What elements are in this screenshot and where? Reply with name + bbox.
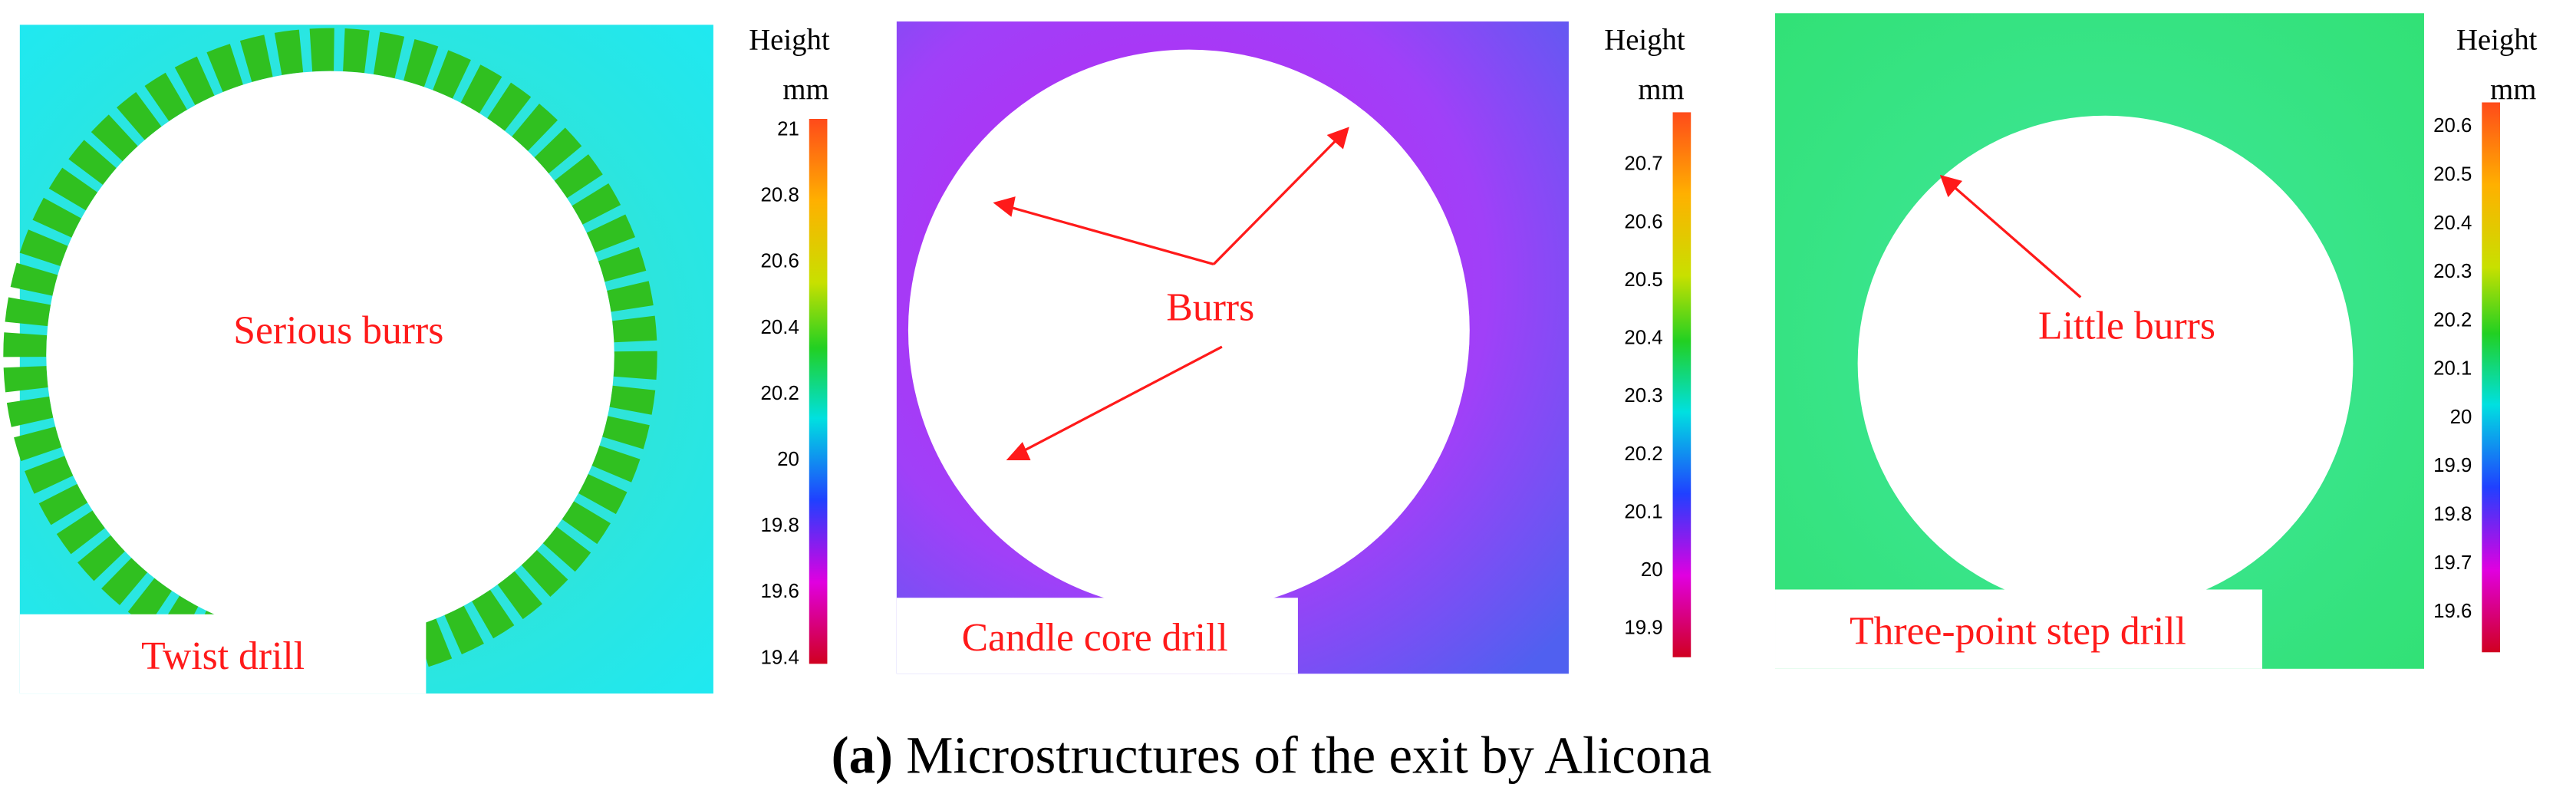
colorbar-tick: 20	[2450, 407, 2472, 428]
colorbar	[2482, 102, 2500, 653]
colorbar-tick: 21	[777, 119, 799, 140]
colorbar-tick: 20.2	[2433, 309, 2472, 331]
colorbar-tick: 20.4	[1624, 328, 1662, 349]
colorbar-tick: 19.6	[761, 581, 799, 602]
colorbar-tick: 20.2	[1624, 443, 1662, 465]
colorbar-tick: 20.4	[761, 317, 799, 338]
colorbar-tick: 19.7	[2433, 552, 2472, 574]
colorbar-unit: mm	[1638, 73, 1684, 106]
colorbar-unit: mm	[782, 73, 828, 106]
hole	[908, 49, 1470, 611]
colorbar-title: Height	[1604, 24, 1685, 57]
colorbar-tick: 19.4	[761, 647, 799, 668]
label-box	[19, 614, 427, 694]
annotation: Burrs	[1166, 286, 1254, 330]
colorbar-tick: 19.6	[2433, 601, 2472, 622]
colorbar-tick: 20.1	[1624, 501, 1662, 522]
colorbar-tick: 20.6	[761, 251, 799, 272]
arrow	[1939, 174, 2082, 298]
colorbar-tick: 20	[777, 449, 799, 470]
colorbar-tick: 19.8	[761, 515, 799, 536]
panel-candle: Candle core drill Burrs	[896, 21, 1569, 674]
panel-label: Three-point step drill	[1850, 610, 2186, 654]
caption-label: (a)	[832, 726, 893, 784]
colorbar-title: Height	[2456, 24, 2538, 57]
caption-text: Microstructures of the exit by Alicona	[906, 726, 1711, 784]
colorbar-tick: 20.2	[761, 383, 799, 404]
panel-label: Twist drill	[141, 634, 305, 678]
colorbar-tick: 20.4	[2433, 212, 2472, 234]
colorbar-unit: mm	[2490, 73, 2536, 106]
colorbar-tick: 20.5	[1624, 269, 1662, 291]
colorbar-tick: 19.9	[1624, 618, 1662, 639]
colorbar	[809, 119, 828, 664]
colorbar-tick: 20.6	[1624, 211, 1662, 232]
arrows	[993, 127, 1349, 461]
caption: (a) Microstructures of the exit by Alico…	[832, 726, 1712, 784]
colorbar-tick: 20.5	[2433, 164, 2472, 186]
colorbar-tick: 20.3	[1624, 385, 1662, 407]
annotation: Serious burrs	[233, 309, 443, 353]
panel-label: Candle core drill	[962, 616, 1228, 660]
colorbar-tick: 20.6	[2433, 115, 2472, 137]
colorbar-tick: 19.8	[2433, 504, 2472, 525]
colorbar-tick: 20.1	[2433, 358, 2472, 380]
label-box	[1775, 589, 2263, 669]
hole	[1857, 115, 2354, 611]
colorbar-tick: 20.7	[1624, 153, 1662, 175]
annotation: Little burrs	[2038, 304, 2215, 348]
colorbar-tick: 20	[1641, 559, 1663, 581]
label-box	[896, 598, 1298, 674]
colorbar	[1672, 112, 1692, 657]
colorbar-title: Height	[749, 24, 830, 57]
panel-step: Three-point step drill Little burrs	[1775, 13, 2424, 669]
panel-twist: Twist drill Serious burrs	[3, 25, 713, 694]
hole	[46, 71, 614, 640]
colorbar-tick: 19.9	[2433, 455, 2472, 476]
colorbar-tick: 20.3	[2433, 261, 2472, 282]
colorbar-tick: 20.8	[761, 185, 799, 206]
